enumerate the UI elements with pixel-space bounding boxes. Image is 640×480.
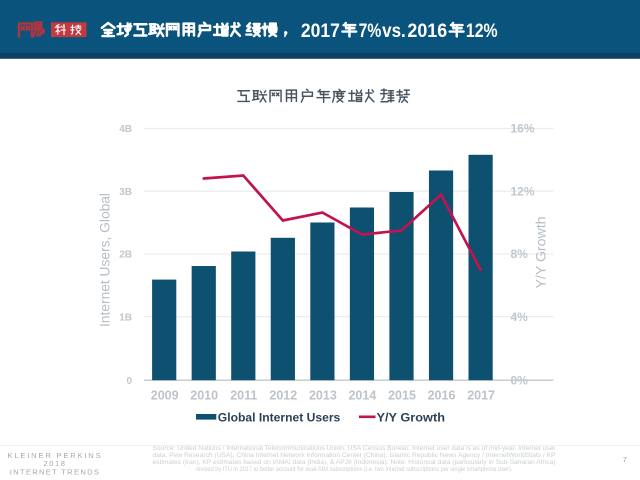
svg-text:Y/Y Growth: Y/Y Growth bbox=[377, 411, 446, 425]
svg-text:2010: 2010 bbox=[190, 388, 218, 402]
svg-text:Internet Users, Global: Internet Users, Global bbox=[97, 193, 112, 327]
svg-text:4%: 4% bbox=[511, 310, 529, 324]
svg-text:3B: 3B bbox=[119, 187, 132, 198]
svg-text:2009: 2009 bbox=[151, 388, 179, 402]
svg-text:7%: 7% bbox=[359, 20, 382, 42]
svg-text:2015: 2015 bbox=[388, 388, 416, 402]
svg-text:1B: 1B bbox=[119, 312, 132, 323]
svg-text:0%: 0% bbox=[511, 373, 529, 387]
svg-text:12%: 12% bbox=[466, 20, 498, 42]
svg-text:Y/Y Growth: Y/Y Growth bbox=[534, 217, 549, 289]
svg-text:2017: 2017 bbox=[301, 20, 340, 42]
svg-text:0: 0 bbox=[126, 376, 132, 387]
svg-text:2B: 2B bbox=[119, 250, 132, 261]
svg-text:16%: 16% bbox=[511, 122, 535, 136]
svg-text:2011: 2011 bbox=[230, 388, 257, 402]
svg-text:2016: 2016 bbox=[428, 388, 456, 402]
svg-text:data: Pew Research (USA), Chin: data: Pew Research (USA), China Internet… bbox=[153, 452, 556, 459]
svg-text:Source: United Nations / Inter: Source: United Nations / International T… bbox=[153, 445, 556, 452]
svg-text:2013: 2013 bbox=[309, 388, 337, 402]
svg-text:estimates (Iran), KP estimates: estimates (Iran), KP estimates based on … bbox=[153, 459, 556, 466]
svg-text:2018: 2018 bbox=[44, 459, 67, 468]
svg-text:Global Internet Users: Global Internet Users bbox=[218, 411, 341, 425]
svg-text:2017: 2017 bbox=[467, 388, 495, 402]
svg-text:12%: 12% bbox=[511, 184, 535, 198]
svg-text:2012: 2012 bbox=[269, 388, 297, 402]
svg-text:revised by ITU in 2017 to bett: revised by ITU in 2017 to better account… bbox=[196, 466, 513, 473]
svg-text:8%: 8% bbox=[511, 247, 529, 261]
svg-text:INTERNET TRENDS: INTERNET TRENDS bbox=[10, 467, 101, 476]
svg-text:vs.: vs. bbox=[382, 20, 406, 42]
svg-text:2016: 2016 bbox=[407, 20, 447, 42]
svg-text:7: 7 bbox=[623, 455, 627, 464]
svg-text:KLEINER PERKINS: KLEINER PERKINS bbox=[8, 451, 103, 460]
svg-text:2014: 2014 bbox=[348, 388, 376, 402]
svg-text:4B: 4B bbox=[119, 124, 132, 135]
